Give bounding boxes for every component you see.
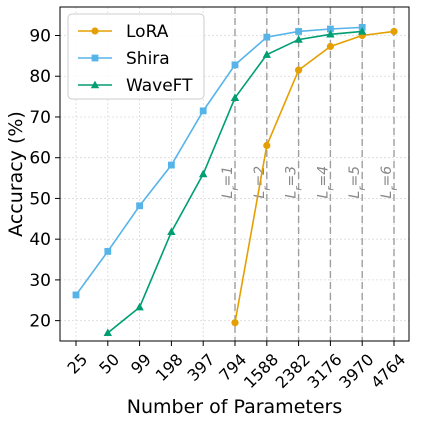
data-point-lora (263, 141, 271, 150)
legend: LoRA Shira WaveFT (67, 13, 205, 100)
x-tick-label: 3176 (303, 350, 345, 392)
x-axis-label: Number of Parameters (127, 396, 342, 418)
data-point-waveft (358, 27, 367, 35)
x-tick-label: 3970 (335, 350, 377, 392)
legend-item-waveft: WaveFT (78, 76, 193, 96)
data-point-shira (231, 61, 239, 69)
y-tick-label: 40 (29, 230, 51, 250)
y-tick-label: 60 (29, 149, 51, 169)
data-point-waveft (135, 302, 144, 311)
y-tick-label: 70 (29, 108, 51, 128)
data-point-waveft (262, 50, 271, 58)
data-point-shira (327, 25, 334, 33)
legend-item-lora: LoRA (78, 22, 169, 42)
y-axis-label: Accuracy (%) (5, 111, 27, 237)
data-point-waveft (167, 227, 176, 236)
legend-marker-waveft (90, 80, 100, 89)
data-point-waveft (230, 93, 240, 102)
data-point-shira (72, 291, 80, 299)
x-tick-label: 99 (127, 350, 155, 378)
data-point-lora (390, 27, 398, 36)
x-tick-label: 25 (63, 350, 91, 378)
x-tick-label: 4764 (367, 350, 409, 392)
x-tick-label: 397 (183, 350, 218, 385)
data-point-shira (263, 33, 271, 41)
data-point-shira (295, 28, 302, 35)
data-point-shira (199, 107, 207, 115)
legend-label-waveft: WaveFT (126, 76, 193, 96)
x-tick-label: 198 (152, 350, 187, 385)
legend-marker-lora (91, 27, 99, 35)
x-tick-label: 2382 (272, 350, 314, 392)
rank-line-label: Lr=6 (379, 166, 400, 199)
rank-line-label: Lr=4 (315, 166, 336, 199)
legend-item-shira: Shira (78, 49, 170, 69)
y-tick-label: 50 (29, 189, 51, 209)
data-point-lora (326, 42, 334, 51)
series-waveft (103, 27, 367, 337)
rank-line-label: Lr=3 (284, 166, 305, 199)
data-point-lora (231, 319, 239, 327)
legend-label-shira: Shira (126, 49, 170, 69)
series-line-shira (75, 26, 363, 296)
rank-line-label: Lr=1 (220, 166, 241, 199)
rank-line-label: Lr=2 (252, 166, 273, 199)
legend-box (67, 13, 205, 100)
series-lora (231, 27, 398, 327)
rank-lines-layer: Lr=1 Lr=2 Lr=3 Lr=4 Lr=5 Lr=6 (220, 7, 400, 341)
rank-line-label: Lr=5 (347, 166, 368, 199)
data-point-waveft (103, 328, 112, 337)
y-tick-label: 20 (29, 312, 51, 332)
data-point-shira (104, 247, 112, 255)
y-tick-label: 30 (29, 271, 51, 291)
series-line-lora (234, 30, 395, 323)
data-point-shira (168, 161, 175, 169)
data-point-waveft (199, 169, 208, 178)
data-point-shira (136, 202, 143, 210)
data-point-waveft (294, 35, 303, 43)
x-tick-label: 50 (95, 350, 123, 378)
data-point-lora (295, 66, 303, 74)
x-tick-label: 1588 (240, 350, 282, 392)
legend-marker-shira (91, 54, 99, 62)
series-layer (72, 23, 398, 337)
y-axis-ticks: 20 30 40 50 60 70 80 90 (29, 27, 60, 332)
y-tick-label: 80 (29, 67, 51, 87)
data-point-waveft (326, 29, 335, 38)
y-tick-label: 90 (29, 27, 51, 47)
legend-label-lora: LoRA (126, 22, 169, 42)
